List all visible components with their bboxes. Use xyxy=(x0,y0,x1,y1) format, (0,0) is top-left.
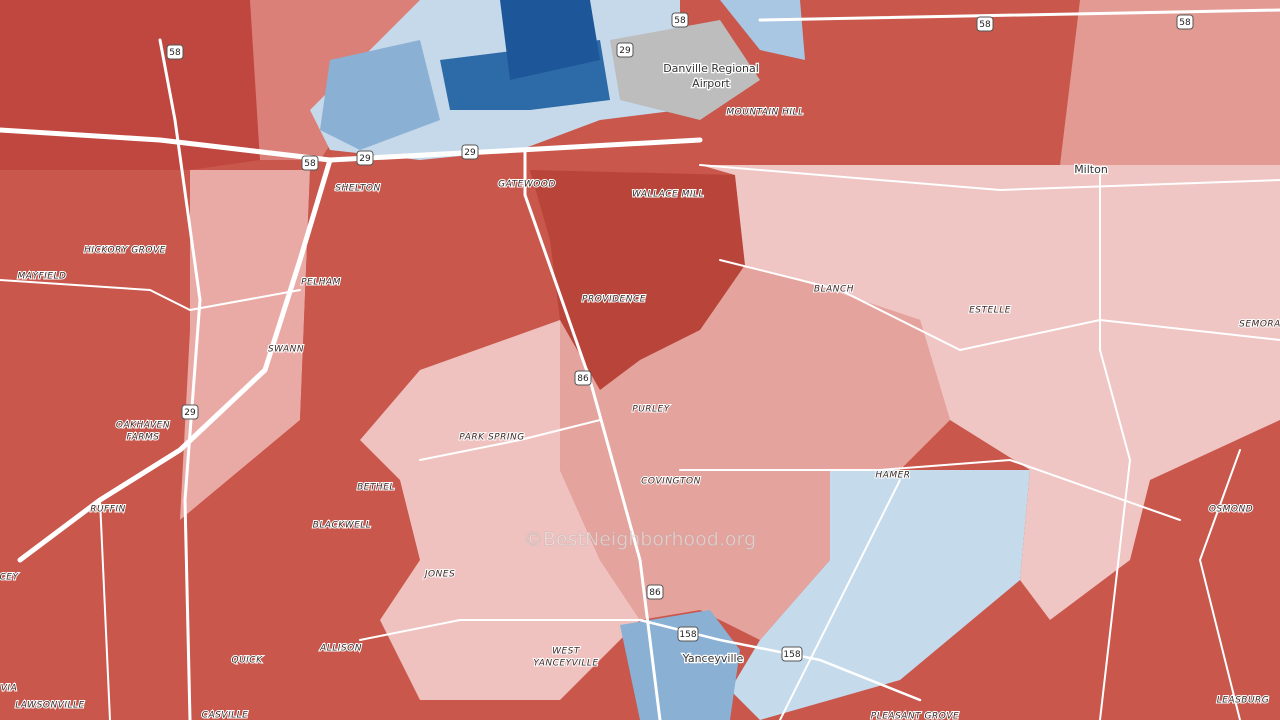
shield-box xyxy=(461,144,479,160)
shield-number: 58 xyxy=(169,48,181,58)
place-label: FARMS xyxy=(126,433,159,443)
shield-box xyxy=(781,646,803,662)
road-shield: 58 xyxy=(671,12,689,28)
place-label: HAMER xyxy=(875,471,910,481)
road-shields: 58 58 58 58 58 29 29 29 29 86 86 158 158 xyxy=(166,12,1194,662)
road-shield: 58 xyxy=(1176,14,1194,30)
shield-number: 86 xyxy=(649,588,661,598)
shield-number: 158 xyxy=(679,630,696,640)
road-shield: 86 xyxy=(574,370,592,386)
place-label: OAKHAVEN xyxy=(116,421,170,431)
place-label: PROVIDENCE xyxy=(582,295,646,305)
shield-box xyxy=(677,626,699,642)
shield-number: 58 xyxy=(674,16,686,26)
place-label: WALLACE MILL xyxy=(632,190,704,200)
shield-number: 58 xyxy=(304,159,316,169)
shield-number: 29 xyxy=(464,148,476,158)
place-label: PLEASANT GROVE xyxy=(871,712,959,720)
place-label: VIA xyxy=(1,684,17,694)
road-shield: 158 xyxy=(677,626,699,642)
place-label: COVINGTON xyxy=(641,477,701,487)
shield-box xyxy=(301,155,319,171)
place-labels: MOUNTAIN HILL SHELTON GATEWOOD WALLACE M… xyxy=(0,107,1280,720)
town-label: Milton xyxy=(1074,163,1108,176)
shield-number: 58 xyxy=(979,20,991,30)
place-label: JONES xyxy=(423,570,455,580)
road-shield: 29 xyxy=(181,404,199,420)
place-label: MAYFIELD xyxy=(18,272,67,282)
place-label: QUICK xyxy=(231,656,263,666)
shield-box xyxy=(646,584,664,600)
shield-number: 58 xyxy=(1179,18,1191,28)
road-shield: 86 xyxy=(646,584,664,600)
shield-number: 29 xyxy=(359,154,371,164)
shield-box xyxy=(616,42,634,58)
place-label: LEASBURG xyxy=(1217,696,1270,706)
road-shield: 29 xyxy=(356,150,374,166)
shield-box xyxy=(671,12,689,28)
place-label: PELHAM xyxy=(301,278,341,288)
place-label: OSMOND xyxy=(1209,505,1253,515)
road-shield: 29 xyxy=(616,42,634,58)
place-label: ESTELLE xyxy=(969,306,1011,316)
watermark: ©BestNeighborhood.org xyxy=(524,529,756,551)
place-label: SEMORA xyxy=(1239,320,1280,330)
place-label: WEST xyxy=(552,647,581,657)
road-shield: 158 xyxy=(781,646,803,662)
road-shield: 58 xyxy=(166,44,184,60)
road-shield: 58 xyxy=(301,155,319,171)
airport-label: Airport xyxy=(692,77,730,90)
road-shield: 29 xyxy=(461,144,479,160)
shield-box xyxy=(166,44,184,60)
place-label: BLANCH xyxy=(814,285,854,295)
shield-number: 86 xyxy=(577,374,589,384)
shield-box xyxy=(356,150,374,166)
shield-box xyxy=(1176,14,1194,30)
shield-number: 29 xyxy=(619,46,631,56)
place-label: HICKORY GROVE xyxy=(84,246,166,256)
place-label: CEY xyxy=(0,573,19,583)
town-label: Yanceyville xyxy=(682,652,744,665)
shield-box xyxy=(181,404,199,420)
place-label: RUFFIN xyxy=(90,505,126,515)
airport-label: Danville Regional xyxy=(663,62,759,75)
place-label: SHELTON xyxy=(335,184,380,194)
place-label: ALLISON xyxy=(319,644,362,654)
place-label: SWANN xyxy=(268,345,304,355)
shield-box xyxy=(976,16,994,32)
road-shield: 58 xyxy=(976,16,994,32)
place-label: PURLEY xyxy=(632,405,670,415)
shield-number: 29 xyxy=(184,408,196,418)
place-label: CASVILLE xyxy=(202,711,249,720)
place-label: GATEWOOD xyxy=(498,180,556,190)
place-label: MOUNTAIN HILL xyxy=(726,108,803,118)
place-label: LAWSONVILLE xyxy=(15,701,84,711)
shield-box xyxy=(574,370,592,386)
place-label: YANCEYVILLE xyxy=(533,659,598,669)
place-label: PARK SPRING xyxy=(459,433,524,443)
place-label: BLACKWELL xyxy=(313,521,372,531)
roads xyxy=(0,8,1280,720)
shield-number: 158 xyxy=(783,650,800,660)
place-label: BETHEL xyxy=(357,483,395,493)
